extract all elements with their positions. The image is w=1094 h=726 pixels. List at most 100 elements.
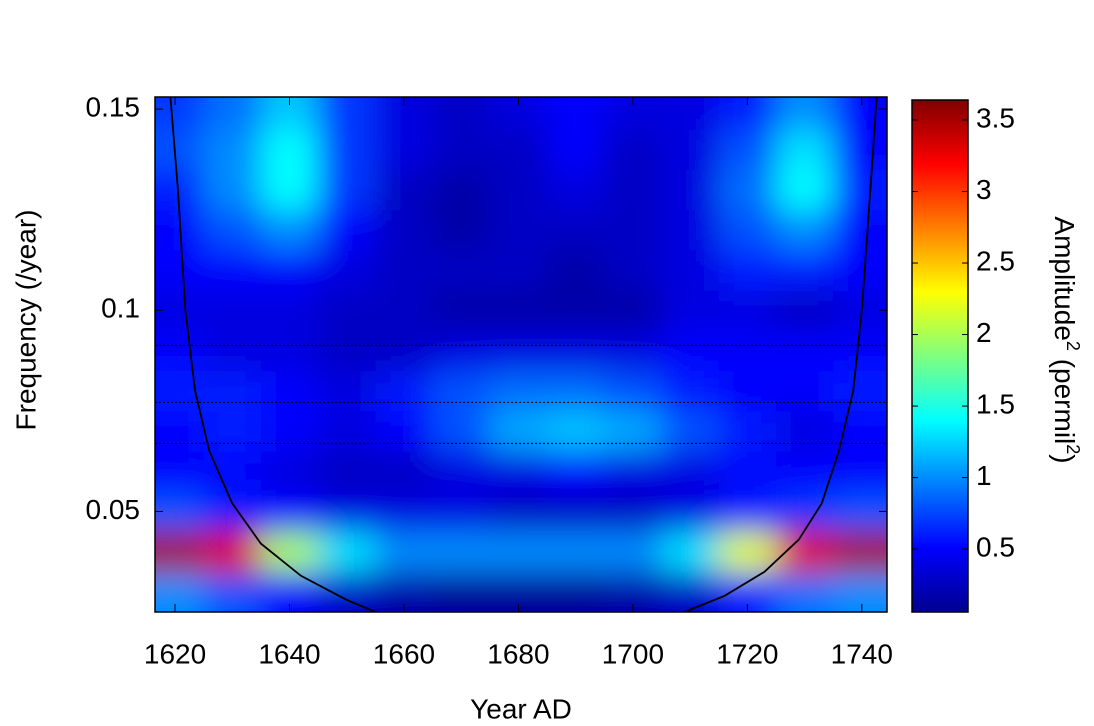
heatmap-cell (318, 410, 376, 452)
heatmap-cell (833, 209, 887, 251)
heatmap-cell (547, 491, 605, 533)
plot-frame (154, 96, 888, 613)
heatmap-cell (318, 491, 376, 533)
heatmap-cell (604, 129, 663, 170)
heatmap-cell (489, 169, 548, 211)
heatmap-cell (203, 571, 262, 612)
heatmap-cell (432, 451, 491, 492)
heatmap-cell (375, 531, 434, 573)
heatmap-cell (833, 249, 887, 291)
cone-of-influence (169, 97, 376, 612)
heatmap-cell (375, 290, 434, 331)
plot-area (155, 97, 887, 612)
heatmap-cell (661, 531, 720, 573)
heatmap-cell (432, 531, 491, 573)
colorbar-tick-label: 3.5 (976, 102, 1015, 133)
heatmap-cell (489, 451, 548, 492)
heatmap-cell (718, 451, 777, 492)
heatmap-cell (318, 209, 376, 251)
heatmap-cell (775, 129, 834, 170)
heatmap (155, 97, 887, 612)
colorbar-tick-label: 1 (976, 460, 992, 491)
heatmap-cell (432, 129, 491, 170)
colorbar-tick-label: 1.5 (976, 388, 1015, 419)
heatmap-cell (718, 169, 777, 211)
heatmap-cell (432, 169, 491, 211)
y-axis-label: Frequency (/year) (10, 210, 41, 431)
heatmap-cell (547, 330, 605, 372)
colorbar-tick-label: 2 (976, 317, 992, 348)
colorbar-label-superscript: 2 (1063, 341, 1083, 351)
heatmap-cell (547, 290, 605, 331)
heatmap-cell (155, 410, 205, 452)
heatmap-cell (155, 97, 205, 130)
cone-of-influence (684, 97, 878, 612)
heatmap-cell (833, 169, 887, 211)
heatmap-cell (489, 97, 548, 130)
colorbar-tick-label: 3 (976, 174, 992, 205)
heatmap-cell (260, 370, 319, 412)
heatmap-cell (155, 330, 205, 372)
heatmap-cell (489, 491, 548, 533)
heatmap-cell (661, 169, 720, 211)
heatmap-cell (203, 531, 262, 573)
heatmap-cell (661, 410, 720, 452)
heatmap-cell (547, 571, 605, 612)
heatmap-cell (661, 97, 720, 130)
heatmap-cell (833, 531, 887, 573)
heatmap-cell (775, 330, 834, 372)
heatmap-cell (375, 491, 434, 533)
heatmap-cell (155, 169, 205, 211)
heatmap-cell (661, 249, 720, 291)
heatmap-cell (775, 97, 834, 130)
heatmap-cell (489, 370, 548, 412)
heatmap-cell (775, 209, 834, 251)
heatmap-cell (661, 290, 720, 331)
x-tick-label: 1720 (716, 638, 778, 669)
heatmap-cell (775, 571, 834, 612)
heatmap-cell (260, 249, 319, 291)
heatmap-cell (775, 169, 834, 211)
heatmap-cell (203, 491, 262, 533)
heatmap-cell (604, 531, 663, 573)
x-tick-label: 1620 (144, 638, 206, 669)
heatmap-cell (375, 370, 434, 412)
heatmap-cell (547, 97, 605, 130)
heatmap-cell (604, 491, 663, 533)
heatmap-cell (260, 209, 319, 251)
heatmap-cell (318, 451, 376, 492)
heatmap-cell (833, 97, 887, 130)
heatmap-cell (604, 209, 663, 251)
y-tick-label: 0.05 (86, 494, 141, 525)
x-tick-label: 1740 (831, 638, 893, 669)
heatmap-cell (375, 169, 434, 211)
colorbar-label-part: ) (1049, 454, 1080, 463)
heatmap-cell (260, 290, 319, 331)
heatmap-cell (604, 330, 663, 372)
heatmap-cell (318, 290, 376, 331)
heatmap-cell (318, 330, 376, 372)
heatmap-cell (155, 571, 205, 612)
heatmap-cell (547, 451, 605, 492)
heatmap-cell (833, 129, 887, 170)
heatmap-cell (432, 249, 491, 291)
colorbar-label-part: (permil (1049, 351, 1080, 444)
heatmap-cell (432, 410, 491, 452)
heatmap-cell (260, 410, 319, 452)
heatmap-cell (833, 370, 887, 412)
heatmap-cell (432, 97, 491, 130)
heatmap-cell (604, 97, 663, 130)
heatmap-cell (375, 129, 434, 170)
heatmap-cell (661, 129, 720, 170)
heatmap-cell (318, 129, 376, 170)
colorbar (911, 99, 969, 613)
heatmap-cell (318, 571, 376, 612)
heatmap-cell (155, 290, 205, 331)
heatmap-cell (260, 451, 319, 492)
x-tick-label: 1700 (602, 638, 664, 669)
colorbar-label: Amplitude2 (permil2) (1049, 216, 1084, 463)
heatmap-cell (718, 97, 777, 130)
heatmap-cell (604, 370, 663, 412)
heatmap-cell (155, 209, 205, 251)
heatmap-cell (604, 410, 663, 452)
